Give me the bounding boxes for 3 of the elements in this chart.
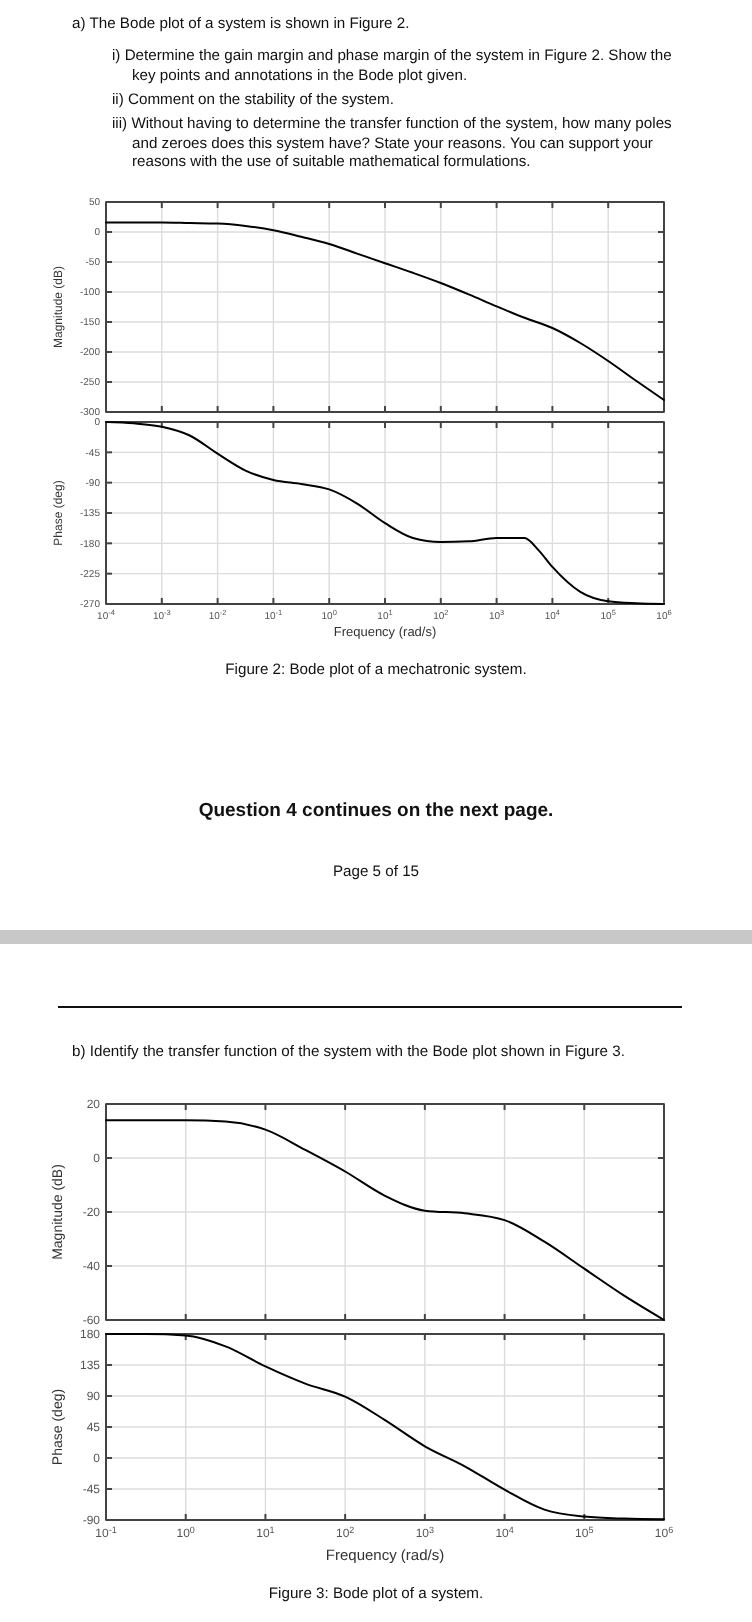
text: Question 4 continues on the next page. (196, 800, 556, 823)
line-series (105, 1333, 665, 1521)
line-series (105, 221, 665, 401)
